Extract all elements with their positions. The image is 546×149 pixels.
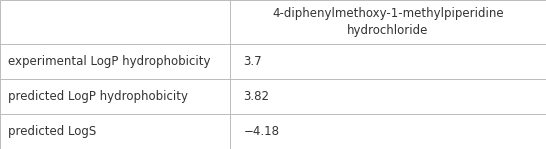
Text: predicted LogS: predicted LogS [8,125,97,138]
Text: 4-diphenylmethoxy-1-methylpiperidine
hydrochloride: 4-diphenylmethoxy-1-methylpiperidine hyd… [272,7,504,37]
Text: predicted LogP hydrophobicity: predicted LogP hydrophobicity [8,90,188,103]
Text: experimental LogP hydrophobicity: experimental LogP hydrophobicity [8,55,211,68]
Text: −4.18: −4.18 [244,125,280,138]
Text: 3.82: 3.82 [244,90,270,103]
Text: 3.7: 3.7 [244,55,262,68]
